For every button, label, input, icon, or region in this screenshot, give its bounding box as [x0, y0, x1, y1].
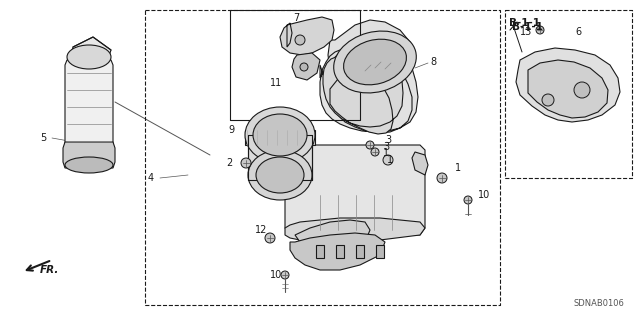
Polygon shape — [336, 245, 344, 258]
Polygon shape — [290, 233, 385, 270]
Text: 1: 1 — [387, 155, 393, 165]
Polygon shape — [316, 245, 324, 258]
Text: 10: 10 — [478, 190, 490, 200]
Text: 5: 5 — [40, 133, 46, 143]
Polygon shape — [285, 218, 425, 242]
Polygon shape — [376, 245, 384, 258]
Polygon shape — [323, 57, 403, 134]
Circle shape — [366, 141, 374, 149]
Text: 12: 12 — [255, 225, 268, 235]
Polygon shape — [245, 130, 315, 145]
Circle shape — [371, 148, 379, 156]
Polygon shape — [292, 53, 320, 80]
Text: B-1-1: B-1-1 — [509, 18, 540, 28]
Circle shape — [542, 94, 554, 106]
Polygon shape — [280, 17, 334, 55]
Ellipse shape — [245, 107, 315, 163]
Text: 6: 6 — [575, 27, 581, 37]
Circle shape — [383, 155, 393, 165]
Text: 3: 3 — [385, 135, 391, 145]
Polygon shape — [516, 48, 620, 122]
Polygon shape — [528, 60, 608, 118]
Circle shape — [300, 63, 308, 71]
Circle shape — [241, 158, 251, 168]
Polygon shape — [412, 152, 428, 175]
Text: 8: 8 — [430, 57, 436, 67]
Ellipse shape — [67, 45, 111, 69]
Circle shape — [437, 173, 447, 183]
Ellipse shape — [65, 157, 113, 173]
Polygon shape — [295, 220, 370, 252]
Text: 13: 13 — [520, 27, 532, 37]
Text: SDNAB0106: SDNAB0106 — [573, 299, 624, 308]
Text: 11: 11 — [270, 78, 282, 88]
Circle shape — [295, 35, 305, 45]
Polygon shape — [63, 142, 115, 168]
Text: 4: 4 — [148, 173, 154, 183]
Ellipse shape — [248, 150, 312, 200]
Text: 3: 3 — [383, 142, 389, 152]
Text: 2: 2 — [226, 158, 232, 168]
Circle shape — [536, 26, 544, 34]
Text: B-1-1: B-1-1 — [512, 22, 543, 32]
Polygon shape — [285, 145, 425, 235]
Text: 10: 10 — [270, 270, 282, 280]
Text: 1: 1 — [455, 163, 461, 173]
Polygon shape — [65, 60, 113, 160]
Text: 9: 9 — [228, 125, 234, 135]
Text: 7: 7 — [293, 13, 300, 23]
Text: FR.: FR. — [40, 265, 60, 275]
Polygon shape — [356, 245, 364, 258]
Polygon shape — [328, 20, 415, 90]
Ellipse shape — [253, 114, 307, 156]
Text: 1: 1 — [383, 148, 389, 158]
Polygon shape — [282, 152, 298, 175]
Circle shape — [281, 271, 289, 279]
Circle shape — [464, 196, 472, 204]
Polygon shape — [320, 40, 418, 133]
Ellipse shape — [344, 39, 406, 85]
Circle shape — [574, 82, 590, 98]
Polygon shape — [70, 37, 111, 59]
Polygon shape — [248, 135, 312, 180]
Ellipse shape — [256, 157, 304, 193]
Circle shape — [265, 233, 275, 243]
Ellipse shape — [333, 31, 416, 93]
